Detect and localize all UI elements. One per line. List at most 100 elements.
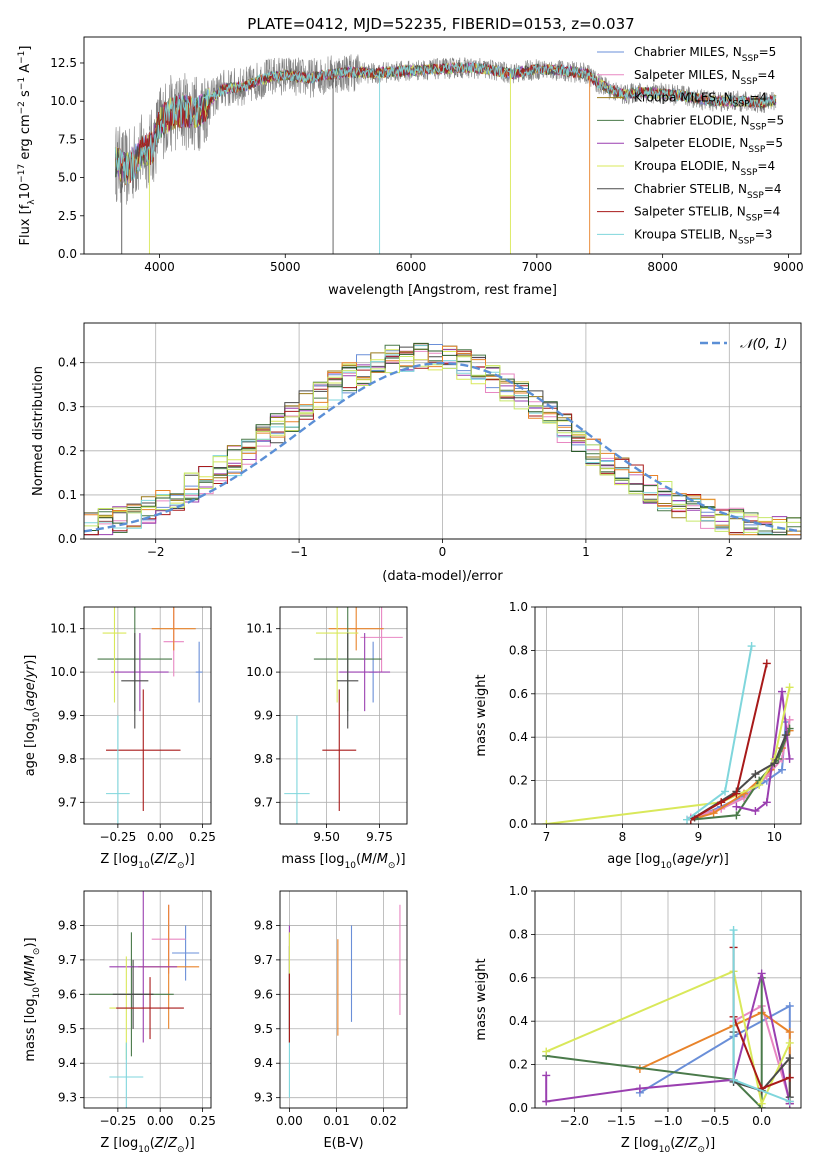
weight-marker [785,715,794,724]
x-tick-label: −2 [147,545,165,559]
residual-histogram [84,350,801,536]
y-tick-label: 9.7 [58,953,77,967]
x-tick-label: 10 [767,830,782,844]
weight-marker [785,1038,794,1047]
y-tick-label: 9.7 [254,953,273,967]
weight-marker [757,1099,766,1108]
axes-frame [83,36,802,255]
weight-marker [762,798,771,807]
y-tick-label: 0.8 [509,927,528,941]
y-tick-label: 9.5 [254,1022,273,1036]
y-tick-label: 10.1 [246,622,273,636]
y-tick-label: 9.7 [254,795,273,809]
y-tick-label: 0.0 [509,1101,528,1115]
x-tick-label: 2 [725,545,733,559]
y-tick-label: 7.5 [58,132,77,146]
x-tick-label: 7000 [522,260,553,274]
weight-marker [747,642,756,651]
y-tick-label: 10.1 [50,622,77,636]
weight-marker [762,659,771,668]
plot-area [97,607,203,824]
y-axis-label: mass weight [474,958,489,1040]
weight-marker [785,754,794,763]
y-tick-label: 0.8 [509,643,528,657]
y-tick-label: 9.4 [58,1056,77,1070]
y-tick-label: 0.0 [58,247,77,261]
legend-label: Kroupa ELODIE, NSSP=4 [634,159,775,178]
weight-line [546,687,791,824]
axes-frame [83,890,212,1109]
x-tick-label: 9.75 [366,830,393,844]
legend-label: Salpeter ELODIE, NSSP=5 [634,136,783,155]
x-tick-label: 6000 [396,260,427,274]
x-axis-label: Z [log10(Z/Z⊙)] [100,1136,194,1155]
axes-frame [83,322,802,540]
x-tick-label: 0.02 [370,1114,397,1128]
plot-area [114,54,777,254]
y-tick-label: 10.0 [246,665,273,679]
weight-line [546,977,763,1108]
panels: 4000 5000 6000 7000 8000 90000.02.55.07.510.0… [17,36,804,1155]
y-tick-label: 9.9 [58,709,77,723]
weight-line [545,973,791,1104]
x-axis-label: mass [log10(M/M⊙)] [281,852,405,871]
weight-marker [729,1075,738,1084]
x-axis-label: Z [log10(Z/Z⊙)] [621,1136,715,1155]
panel-mass_vs_Z: −0.25 0.00 0.25 9.3 9.4 9.5 9.6 9.7 9.8 Z [log10(… [23,890,216,1155]
plot-area [542,926,794,1108]
weight-marker [785,1002,794,1011]
weight-line [690,663,768,821]
model-spectrum [114,62,777,184]
weight-marker [755,780,764,789]
y-axis-label: mass weight [474,674,489,756]
panel-age_vs_mass: 9.50 9.75 9.7 9.8 9.9 10.0 10.1 mass [log10(M/M… [246,606,408,871]
x-axis-label: age [log10(age/yr)] [607,852,729,871]
x-tick-label: 9.50 [313,830,340,844]
y-tick-label: 10.0 [50,665,77,679]
gaussian-legend-label: 𝒩(0, 1) [740,337,787,352]
weight-marker [635,1084,644,1093]
plot-area [542,642,794,824]
y-tick-label: 1.0 [509,884,528,898]
x-axis-label: wavelength [Angstrom, rest frame] [328,283,557,298]
y-tick-label: 1.0 [509,600,528,614]
x-tick-label: 0.25 [189,830,216,844]
x-tick-label: −1 [290,545,308,559]
y-tick-label: 9.5 [58,1022,77,1036]
residual-histogram [84,356,801,536]
y-tick-label: 10.0 [50,94,77,108]
y-tick-label: 0.4 [509,730,528,744]
weight-marker [732,802,741,811]
panel-weight_vs_age: 7 8 9 10 0.0 0.2 0.4 0.6 0.8 1.0 age [log10(age/yr… [474,600,802,871]
weight-marker [785,1028,794,1037]
y-tick-label: 9.8 [58,752,77,766]
x-tick-label: 0.00 [147,1114,174,1128]
axes-frame [534,606,802,825]
x-tick-label: 0.0 [752,1114,771,1128]
x-tick-label: −0.25 [99,1114,136,1128]
panel-weight_vs_Z: −2.0 −1.5 −1.0 −0.5 0.0 0.0 0.2 0.4 0.6 0.8 1.0 Z [… [474,884,802,1155]
y-tick-label: 9.8 [254,918,273,932]
y-tick-label: 2.5 [58,209,77,223]
axes-frame [534,890,802,1109]
panel-mass_vs_ebv: 0.00 0.01 0.02 9.3 9.4 9.5 9.6 9.7 9.8 E(B-V) [254,890,408,1151]
plot-area [89,891,200,1108]
weight-marker [785,683,794,692]
y-tick-label: 9.8 [58,918,77,932]
x-tick-label: 4000 [144,260,175,274]
y-tick-label: 9.3 [58,1091,77,1105]
figure-title: PLATE=0412, MJD=52235, FIBERID=0153, z=0… [247,15,634,33]
legend-label: Chabrier STELIB, NSSP=4 [634,182,782,201]
weight-marker [757,969,766,978]
plot-area [288,904,401,1098]
x-tick-label: 8 [619,830,627,844]
legend-label: Salpeter STELIB, NSSP=4 [634,205,780,224]
y-tick-label: 9.3 [254,1091,273,1105]
x-tick-label: 1 [582,545,590,559]
weight-marker [542,820,551,824]
x-tick-label: 5000 [270,260,301,274]
weight-marker [778,765,786,774]
y-tick-label: 9.6 [254,987,273,1001]
y-tick-label: 9.8 [254,752,273,766]
